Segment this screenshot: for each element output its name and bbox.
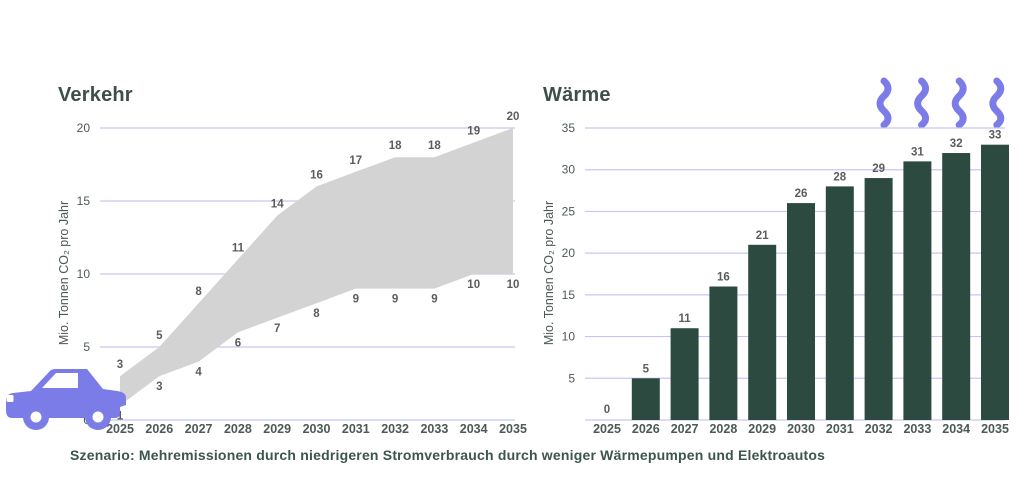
bar xyxy=(748,244,777,420)
x-tick-label: 2031 xyxy=(826,422,854,436)
upper-data-label: 8 xyxy=(195,286,202,298)
x-tick-label: 2028 xyxy=(709,422,737,436)
upper-data-label: 5 xyxy=(156,330,163,342)
x-tick-label: 2031 xyxy=(342,422,370,436)
upper-data-label: 18 xyxy=(428,140,441,152)
bar-label: 29 xyxy=(872,163,885,175)
x-tick-label: 2025 xyxy=(106,422,134,436)
steam-icon xyxy=(951,77,967,129)
upper-data-label: 14 xyxy=(271,199,284,211)
y-tick-label: 15 xyxy=(77,194,91,208)
upper-data-label: 11 xyxy=(232,242,245,254)
lower-data-label: 9 xyxy=(431,294,437,306)
y-tick-label: 20 xyxy=(77,121,91,135)
bar xyxy=(981,144,1009,420)
x-tick-label: 2033 xyxy=(903,422,931,436)
y-tick-label: 20 xyxy=(562,246,576,260)
bar xyxy=(825,186,854,420)
lower-data-label: 3 xyxy=(156,381,162,393)
x-tick-label: 2035 xyxy=(981,422,1009,436)
x-tick-label: 2029 xyxy=(748,422,776,436)
y-tick-label: 35 xyxy=(562,121,576,135)
bar-label: 26 xyxy=(795,188,808,200)
x-tick-label: 2027 xyxy=(671,422,699,436)
bar-label: 11 xyxy=(679,313,692,325)
x-tick-label: 2030 xyxy=(303,422,331,436)
lower-data-label: 1 xyxy=(117,410,124,422)
car-window xyxy=(42,373,78,388)
lower-data-label: 10 xyxy=(467,279,480,291)
lower-data-label: 8 xyxy=(313,308,320,320)
bar xyxy=(864,178,893,420)
lower-data-label: 7 xyxy=(274,323,280,335)
bar-label: 32 xyxy=(950,138,963,150)
area-band xyxy=(120,128,513,406)
y-tick-label: 30 xyxy=(562,163,576,177)
bar xyxy=(670,328,699,420)
bar xyxy=(942,153,971,420)
bar xyxy=(787,203,815,420)
bar-label: 31 xyxy=(911,146,924,158)
lower-data-label: 9 xyxy=(353,294,359,306)
car-icon xyxy=(6,369,126,430)
bar xyxy=(631,378,660,420)
x-tick-label: 2026 xyxy=(145,422,173,436)
verkehr-chart: 0510152020252026202720282029203020312032… xyxy=(77,111,527,436)
upper-data-label: 17 xyxy=(349,155,362,167)
verkehr-chart-title: Verkehr xyxy=(58,84,133,106)
bar-label: 21 xyxy=(756,230,769,242)
y-tick-label: 5 xyxy=(568,371,575,385)
bar xyxy=(903,161,932,420)
bar-label: 28 xyxy=(833,171,846,183)
steam-icon xyxy=(989,77,1005,129)
x-tick-label: 2032 xyxy=(865,422,893,436)
steam-icons xyxy=(876,77,1005,129)
upper-data-label: 3 xyxy=(117,359,123,371)
x-tick-label: 2033 xyxy=(420,422,448,436)
x-tick-label: 2034 xyxy=(942,422,970,436)
x-tick-label: 2030 xyxy=(787,422,815,436)
bar-label: 16 xyxy=(717,272,730,284)
upper-data-label: 16 xyxy=(310,169,323,181)
upper-data-label: 20 xyxy=(507,111,520,123)
car-rear-light xyxy=(6,395,14,402)
steam-icon xyxy=(876,77,892,129)
x-tick-label: 2027 xyxy=(185,422,213,436)
y-tick-label: 5 xyxy=(83,340,90,354)
lower-data-label: 4 xyxy=(195,367,202,379)
x-tick-label: 2029 xyxy=(263,422,291,436)
lower-data-label: 6 xyxy=(235,337,241,349)
y-tick-label: 10 xyxy=(77,267,91,281)
y-tick-label: 25 xyxy=(562,204,576,218)
x-tick-label: 2026 xyxy=(632,422,660,436)
x-tick-label: 2034 xyxy=(460,422,488,436)
scenario-caption: Szenario: Mehremissionen durch niedriger… xyxy=(70,447,826,463)
x-tick-label: 2028 xyxy=(224,422,252,436)
bar-label: 5 xyxy=(643,363,650,375)
waerme-chart-title: Wärme xyxy=(543,84,611,106)
y-tick-label: 15 xyxy=(562,288,576,302)
upper-data-label: 18 xyxy=(389,140,402,152)
car-wheel-rear-hub xyxy=(30,411,42,423)
bar-label: 0 xyxy=(604,404,610,416)
car-wheel-front-hub xyxy=(92,411,104,423)
x-tick-label: 2032 xyxy=(381,422,409,436)
x-tick-label: 2025 xyxy=(593,422,621,436)
lower-data-label: 9 xyxy=(392,294,398,306)
bar-label: 33 xyxy=(989,130,1002,142)
lower-data-label: 10 xyxy=(507,279,520,291)
y-tick-label: 10 xyxy=(562,330,576,344)
x-tick-label: 2035 xyxy=(499,422,527,436)
steam-icon xyxy=(914,77,930,129)
upper-data-label: 19 xyxy=(467,126,480,138)
bar xyxy=(709,286,738,420)
